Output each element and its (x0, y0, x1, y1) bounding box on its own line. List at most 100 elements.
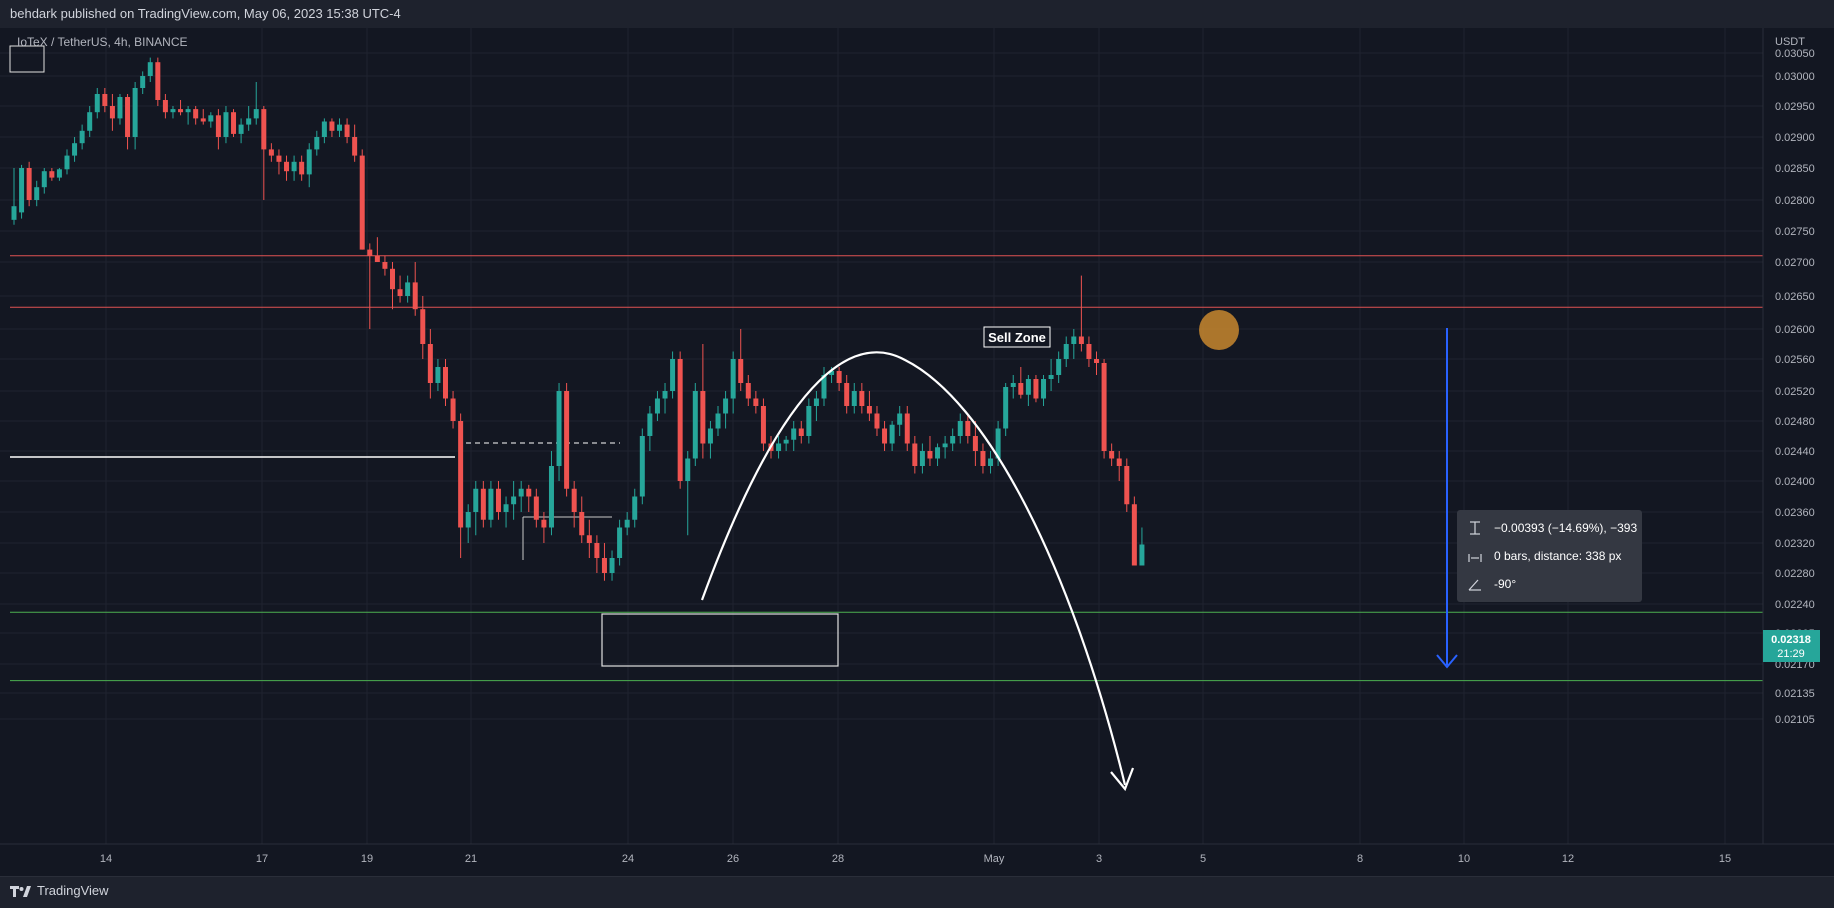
candle-body (246, 118, 252, 125)
sell-zone-text: Sell Zone (988, 330, 1046, 345)
candle-body (1003, 387, 1009, 429)
candle (1041, 375, 1047, 406)
candle (125, 94, 131, 150)
candle (94, 88, 100, 119)
candle (488, 481, 494, 528)
candle (79, 124, 85, 150)
candle-body (760, 406, 766, 444)
candle-body (601, 558, 607, 573)
candle (1086, 336, 1092, 367)
candle-body (677, 359, 683, 481)
candle (586, 519, 592, 558)
candle (851, 383, 857, 414)
price-axis-panel[interactable] (1763, 28, 1834, 876)
candle (1071, 329, 1077, 359)
candle (1109, 443, 1115, 466)
y-tick-label: 0.02560 (1775, 354, 1815, 366)
y-tick-label: 0.03050 (1775, 48, 1815, 60)
candle (344, 118, 350, 144)
candle (548, 451, 554, 536)
candle-body (450, 398, 456, 421)
candle-body (511, 496, 517, 505)
candle-body (889, 424, 895, 444)
candle-body (162, 100, 168, 113)
candle (919, 443, 925, 474)
y-tick-label: 0.02440 (1775, 446, 1815, 458)
candle-body (72, 143, 78, 156)
candle-body (299, 161, 305, 175)
candle (102, 88, 108, 113)
candle (200, 109, 206, 125)
x-tick-label: 26 (727, 853, 739, 865)
candle (405, 275, 411, 303)
measure-price-change: −0.00393 (−14.69%), −393 (1494, 521, 1637, 535)
y-tick-label: 0.02240 (1775, 599, 1815, 611)
candle (791, 421, 797, 451)
x-ticks[interactable]: 14 17 19 21 24 26 28 May 3 5 8 10 12 15 (100, 853, 1731, 865)
candle (662, 383, 668, 414)
candle (1063, 336, 1069, 367)
candle (889, 421, 895, 451)
candle (912, 436, 918, 474)
candle-body (253, 109, 259, 119)
candle (11, 168, 17, 225)
candle (904, 406, 910, 451)
candle-body (1086, 344, 1092, 359)
candle-body (821, 375, 827, 399)
symbol-label[interactable]: IoTeX / TetherUS, 4h, BINANCE (17, 35, 188, 49)
candle (897, 406, 903, 436)
candle-body (579, 512, 585, 536)
candle (435, 359, 441, 391)
candle (147, 57, 153, 82)
candle-body (1071, 336, 1077, 344)
candle (64, 149, 70, 175)
candle-body (337, 124, 343, 131)
candle (677, 351, 683, 489)
candle-body (397, 289, 403, 296)
candle-body (988, 458, 994, 466)
candle-body (723, 398, 729, 414)
candle (783, 436, 789, 451)
corner-box[interactable] (9, 45, 45, 73)
candle-body (488, 488, 494, 520)
y-tick-label: 0.02600 (1775, 324, 1815, 336)
candle-body (859, 391, 865, 406)
tradingview-brand[interactable]: TradingView (10, 883, 109, 898)
candle-body (836, 371, 842, 383)
candle-body (1025, 379, 1031, 395)
x-tick-label: 15 (1719, 853, 1731, 865)
candle-body (200, 118, 206, 122)
sell-zone-label[interactable]: Sell Zone (983, 326, 1051, 348)
candle (957, 413, 963, 444)
candle-body (533, 496, 539, 520)
candle (647, 406, 653, 451)
price-chart[interactable]: Sell Zone −0.00393 (−14.69%), −393 0 bar… (0, 28, 1834, 876)
candle-body (420, 309, 426, 344)
candle-body (829, 371, 835, 375)
candle-body (654, 398, 660, 414)
candle (1033, 375, 1039, 403)
candle-body (87, 112, 93, 131)
candle-body (215, 115, 221, 137)
candle-body (321, 121, 327, 137)
candle (132, 82, 138, 150)
candle (208, 112, 214, 128)
candle (306, 143, 312, 188)
demand-box[interactable] (601, 613, 839, 667)
candle (692, 383, 698, 466)
candle-body (231, 112, 237, 134)
candle-body (715, 413, 721, 429)
candle-body (41, 171, 47, 188)
highlight-marker[interactable] (1199, 310, 1239, 350)
candle-body (238, 124, 244, 134)
candle (707, 421, 713, 459)
y-tick-label: 0.02800 (1775, 195, 1815, 207)
projection-curve[interactable] (700, 351, 1127, 786)
candle-body (942, 443, 948, 448)
candle (352, 124, 358, 162)
candle (813, 391, 819, 421)
candle (503, 496, 509, 528)
candle (1124, 458, 1130, 512)
candle (836, 367, 842, 391)
candle-body (109, 106, 115, 119)
